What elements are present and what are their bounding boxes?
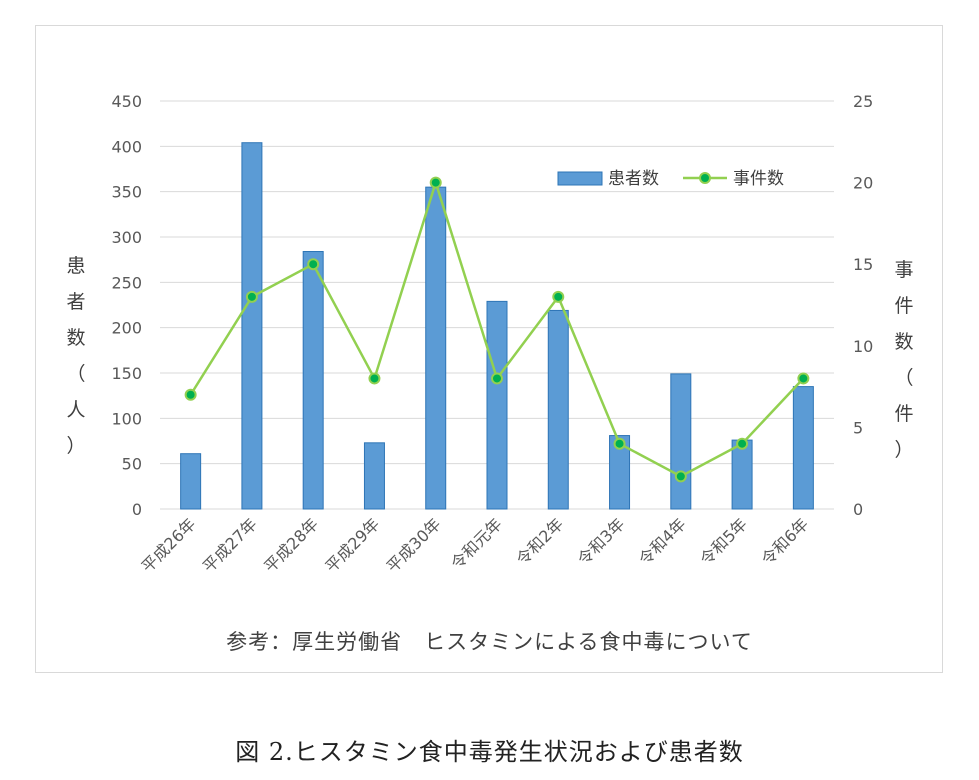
category-labels: 平成26年 平成27年 平成28年 平成29年 平成30年 令和元年 令和2年 令和3年 令和4…	[138, 514, 813, 576]
left-tick-label: 300	[111, 228, 142, 247]
legend-bar-swatch	[557, 171, 603, 186]
line-point	[429, 176, 442, 189]
right-tick-label: 25	[853, 92, 873, 111]
right-axis-title-text: 事件数（件）	[894, 259, 913, 461]
gridlines	[160, 100, 834, 510]
left-tick-label: 150	[111, 364, 142, 383]
line-point	[674, 470, 687, 483]
chart: 0 50 100 150 200 250 300 350 400 450 0 5 10 15 20 25 平…	[66, 92, 913, 576]
chart-frame	[35, 25, 943, 673]
bar	[609, 435, 631, 510]
category-label: 令和3年	[574, 514, 629, 569]
bar	[670, 373, 692, 510]
line-point	[797, 372, 810, 385]
bar	[363, 442, 385, 510]
right-tick-label: 5	[853, 418, 863, 437]
figure-caption: 図 2.ヒスタミン食中毒発生状況および患者数	[235, 738, 744, 766]
right-tick-label: 0	[853, 500, 863, 519]
right-tick-label: 20	[853, 174, 873, 193]
bar	[425, 186, 447, 510]
bar	[792, 386, 814, 510]
left-axis-title: 患者数（人）	[66, 255, 85, 457]
legend-line-label: 事件数	[733, 169, 784, 189]
left-axis-title-text: 患者数（人）	[66, 255, 85, 457]
category-label: 平成27年	[199, 514, 261, 576]
legend: 患者数 事件数	[557, 169, 784, 189]
category-label: 平成29年	[321, 514, 383, 576]
line-point	[736, 437, 749, 450]
category-label: 令和4年	[635, 514, 690, 569]
legend-line-marker	[699, 172, 711, 184]
category-label: 令和2年	[513, 514, 568, 569]
bar	[180, 453, 202, 510]
left-tick-label: 350	[111, 183, 142, 202]
bar	[302, 251, 324, 510]
line-point	[368, 372, 381, 385]
bar	[547, 309, 569, 510]
right-axis-title: 事件数（件）	[894, 259, 913, 461]
category-label: 平成28年	[260, 514, 322, 576]
line-point	[245, 290, 258, 303]
legend-bar-label: 患者数	[608, 169, 659, 189]
line-point	[307, 258, 320, 271]
left-tick-label: 250	[111, 273, 142, 292]
left-tick-label: 450	[111, 92, 142, 111]
bar	[486, 300, 508, 510]
line-series	[184, 176, 810, 483]
right-tick-label: 10	[853, 337, 873, 356]
bar-series	[180, 142, 814, 510]
right-tick-label: 15	[853, 255, 873, 274]
line-point	[613, 437, 626, 450]
category-label: 令和6年	[758, 514, 813, 569]
line-point	[491, 372, 503, 385]
left-tick-label: 400	[111, 137, 142, 156]
category-label: 令和5年	[696, 514, 751, 569]
left-axis-ticks: 0 50 100 150 200 250 300 350 400 450	[111, 92, 142, 519]
left-tick-label: 50	[122, 455, 142, 474]
source-note: 参考：厚生労働省 ヒスタミンによる食中毒について	[226, 630, 753, 654]
bar	[731, 439, 753, 510]
left-tick-label: 100	[111, 409, 142, 428]
left-tick-label: 0	[132, 500, 142, 519]
line-point	[184, 388, 197, 401]
right-axis-ticks: 0 5 10 15 20 25	[853, 92, 873, 519]
category-label: 令和元年	[447, 514, 506, 573]
bar	[241, 142, 263, 510]
left-tick-label: 200	[111, 319, 142, 338]
line-point	[552, 290, 565, 303]
category-label: 平成30年	[383, 514, 445, 576]
category-label: 平成26年	[138, 514, 200, 576]
